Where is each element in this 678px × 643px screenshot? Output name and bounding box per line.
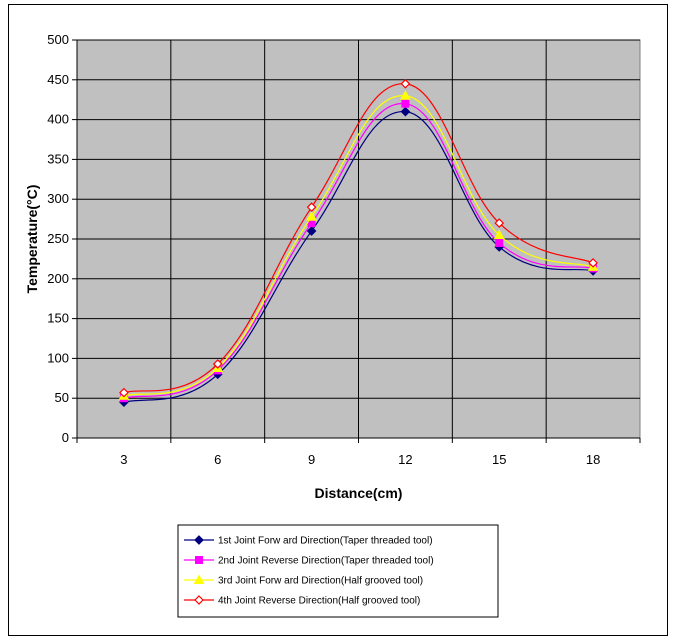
y-tick-label: 200 bbox=[47, 271, 69, 286]
legend-marker bbox=[194, 595, 204, 605]
legend-item: 3rd Joint Forw ard Direction(Half groove… bbox=[184, 574, 423, 587]
y-tick-label: 250 bbox=[47, 231, 69, 246]
y-tick-label: 100 bbox=[47, 350, 69, 365]
legend-label: 3rd Joint Forw ard Direction(Half groove… bbox=[218, 576, 423, 587]
legend-item: 4th Joint Reverse Direction(Half grooved… bbox=[184, 595, 420, 607]
data-point bbox=[119, 387, 129, 398]
y-tick-label: 350 bbox=[47, 151, 69, 166]
y-tick-label: 300 bbox=[47, 191, 69, 206]
data-point bbox=[212, 359, 223, 369]
x-tick-label: 15 bbox=[492, 452, 506, 467]
legend-item: 1st Joint Forw ard Direction(Taper threa… bbox=[184, 535, 433, 547]
legend-marker bbox=[193, 574, 205, 584]
legend-label: 4th Joint Reverse Direction(Half grooved… bbox=[218, 596, 420, 607]
data-point bbox=[493, 229, 505, 240]
data-point bbox=[400, 90, 411, 100]
y-tick-label: 500 bbox=[47, 32, 69, 47]
data-point bbox=[588, 258, 598, 268]
x-tick-label: 12 bbox=[398, 452, 412, 467]
legend: 1st Joint Forw ard Direction(Taper threa… bbox=[177, 524, 499, 618]
data-point bbox=[306, 202, 317, 213]
x-tick-label: 18 bbox=[586, 452, 600, 467]
data-point bbox=[495, 238, 504, 247]
x-tick-label: 6 bbox=[214, 452, 221, 467]
legend-marker bbox=[195, 556, 203, 564]
x-tick-label: 9 bbox=[308, 452, 315, 467]
legend-box bbox=[177, 524, 499, 618]
y-tick-label: 450 bbox=[47, 72, 69, 87]
data-point bbox=[306, 211, 317, 221]
data-point bbox=[494, 218, 505, 228]
x-axis-title: Distance(cm) bbox=[315, 485, 403, 501]
data-point bbox=[306, 226, 317, 236]
y-axis-title: Temperature(°C) bbox=[24, 185, 40, 294]
legend-marker bbox=[194, 535, 204, 545]
x-tick-label: 3 bbox=[120, 452, 127, 467]
series-4 bbox=[119, 78, 598, 398]
y-tick-label: 400 bbox=[47, 112, 69, 127]
data-point bbox=[400, 78, 411, 89]
data-point bbox=[400, 106, 411, 117]
y-tick-label: 0 bbox=[62, 430, 69, 445]
y-tick-label: 150 bbox=[47, 311, 69, 326]
data-point bbox=[401, 99, 410, 108]
legend-label: 1st Joint Forw ard Direction(Taper threa… bbox=[218, 536, 433, 547]
y-tick-label: 50 bbox=[55, 390, 69, 405]
legend-label: 2nd Joint Reverse Direction(Taper thread… bbox=[218, 556, 434, 567]
legend-item: 2nd Joint Reverse Direction(Taper thread… bbox=[184, 556, 434, 567]
